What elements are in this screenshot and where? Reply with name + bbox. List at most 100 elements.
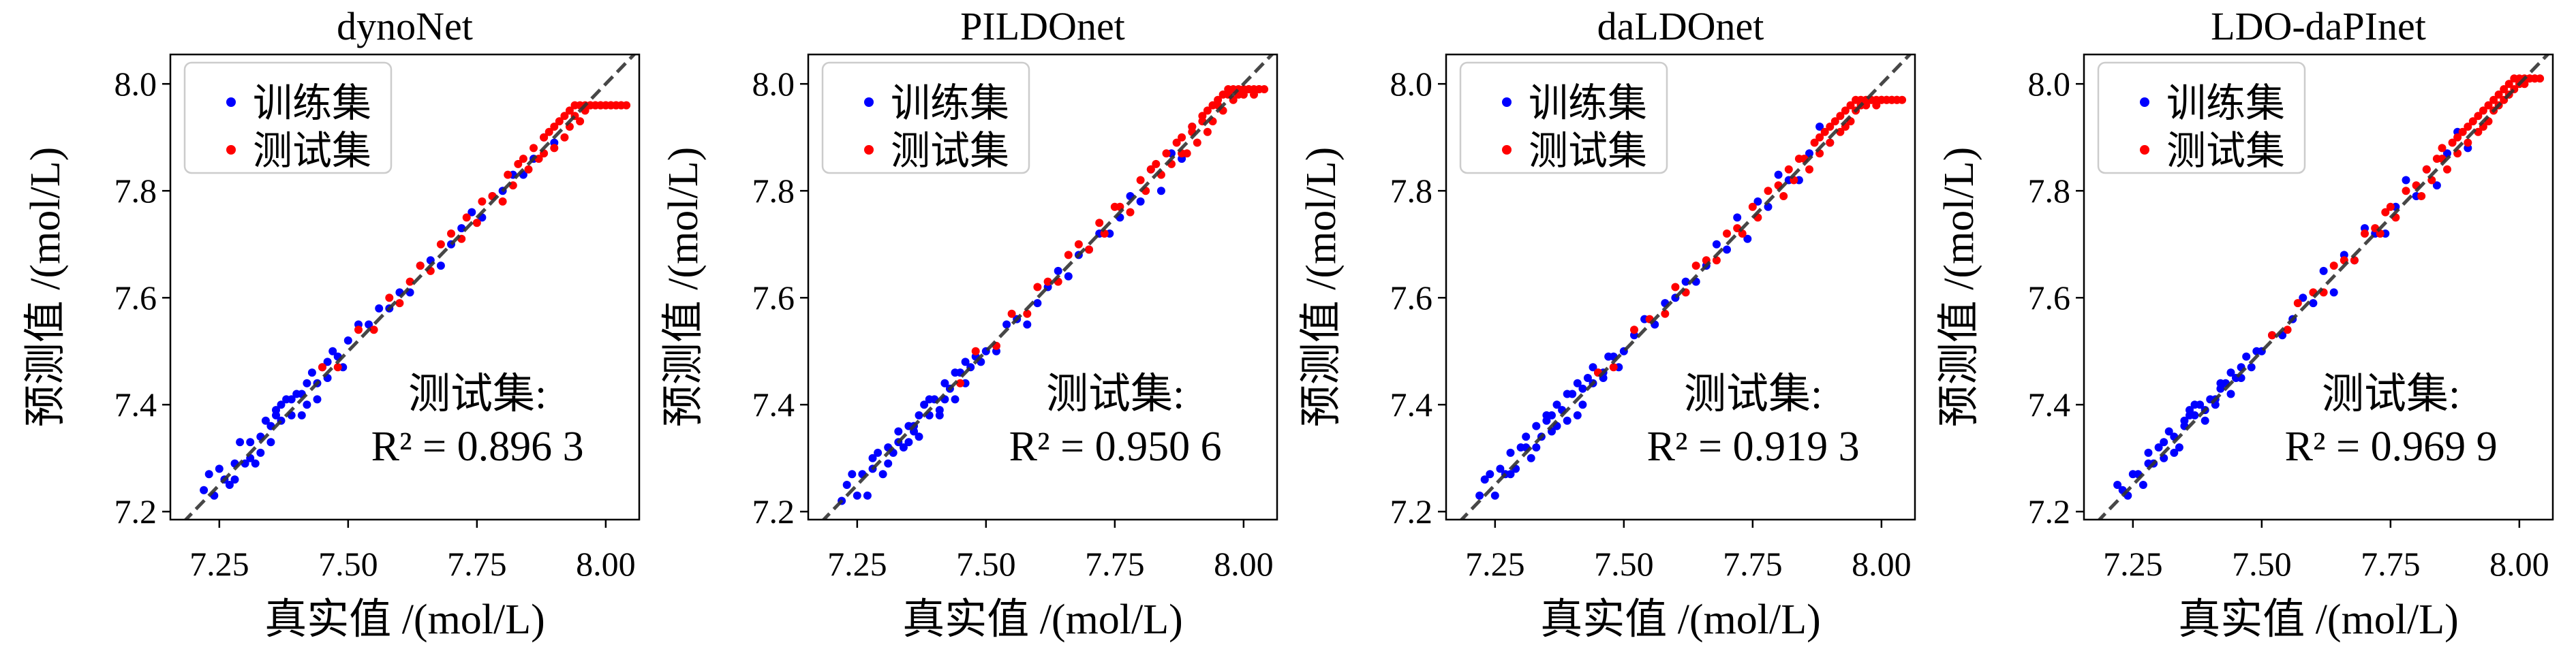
train-point [842, 481, 851, 489]
test-point [1862, 101, 1871, 110]
train-point [1532, 422, 1541, 430]
test-point [1810, 138, 1819, 147]
test-point [550, 123, 559, 131]
train-point [961, 358, 970, 366]
y-tick-label: 7.4 [2028, 385, 2071, 424]
train-point [2201, 416, 2209, 425]
test-point [1095, 219, 1104, 227]
test-point [462, 213, 471, 222]
train-point [1743, 234, 1752, 243]
train-point [1506, 470, 1515, 479]
identity-line [821, 54, 1274, 520]
plot-area [183, 54, 637, 520]
legend-label: 训练集 [253, 81, 371, 125]
test-point [2268, 331, 2276, 340]
x-tick-label: 8.00 [1214, 545, 1274, 583]
test-point [2422, 165, 2431, 174]
test-point [2361, 229, 2369, 238]
y-tick-label: 7.8 [1390, 172, 1433, 210]
identity-line [2097, 54, 2550, 520]
train-point [2186, 411, 2194, 420]
test-point [1178, 133, 1186, 142]
test-point [498, 197, 507, 206]
test-point [447, 229, 455, 238]
test-point [622, 101, 631, 110]
test-point [530, 144, 538, 153]
test-point [2453, 133, 2462, 142]
test-point [472, 219, 481, 227]
test-point [436, 240, 445, 249]
train-point [246, 438, 255, 447]
train-point [2247, 363, 2256, 372]
subplot-1: dynoNet 7.25 7.50 7.75 8.00 7.2 7.4 7.6 7.8 8.0 真实… [22, 4, 641, 643]
r2-value: R² = 0.919 3 [1647, 424, 1860, 470]
train-point [2402, 176, 2410, 185]
train-point [328, 347, 337, 355]
train-point [1681, 277, 1690, 286]
chart-title: PILDOnet [960, 4, 1125, 48]
train-point [925, 395, 934, 404]
test-point [1172, 138, 1181, 147]
train-point [1815, 123, 1824, 131]
train-point [1774, 170, 1783, 179]
train-point [1156, 187, 1165, 195]
test-point [1671, 283, 1680, 291]
test-point [514, 159, 523, 168]
r2-value: R² = 0.969 9 [2285, 424, 2498, 470]
test-point [1074, 240, 1083, 249]
y-tick-label: 7.6 [752, 279, 795, 317]
legend-marker [1502, 97, 1512, 107]
test-point [971, 347, 980, 355]
legend-box [821, 61, 1030, 174]
train-point [307, 368, 316, 377]
x-tick-label: 7.50 [956, 545, 1016, 583]
legend-label: 训练集 [2166, 81, 2285, 125]
train-point [868, 454, 877, 462]
train-point [204, 470, 213, 479]
train-point [899, 443, 908, 452]
test-point [2536, 74, 2545, 83]
test-point [2417, 192, 2426, 200]
test-point [478, 197, 487, 206]
x-axis-label: 真实值 /(mol/L) [264, 597, 545, 643]
y-tick-label: 7.6 [114, 279, 157, 317]
test-point [1193, 138, 1201, 147]
train-point [1583, 374, 1592, 382]
train-point [1552, 400, 1561, 409]
train-point [853, 491, 861, 500]
r2-value: R² = 0.896 3 [371, 424, 584, 470]
x-tick-label: 7.25 [189, 545, 249, 583]
test-series [2268, 74, 2545, 340]
train-point [1496, 464, 1505, 473]
test-point [555, 117, 564, 126]
train-point [915, 432, 923, 441]
train-point [1573, 379, 1582, 387]
test-point [2443, 165, 2451, 174]
test-point [1826, 123, 1835, 131]
test-point [1836, 127, 1845, 136]
test-point [333, 363, 342, 372]
test-point [1779, 192, 1788, 200]
train-point [313, 395, 322, 404]
legend-box [2097, 61, 2306, 174]
train-point [1733, 213, 1742, 222]
legend-label: 训练集 [891, 81, 1009, 125]
train-point [920, 400, 929, 409]
r2-value: R² = 0.950 6 [1009, 424, 1222, 470]
test-point [2464, 138, 2472, 147]
subplot-3: daLDOnet 7.25 7.50 7.75 8.00 7.2 7.4 7.6 7.8 8.0 真… [1298, 4, 1916, 643]
train-point [904, 438, 913, 447]
test-point [369, 326, 378, 334]
legend-item-train: 训练集 [226, 81, 371, 125]
train-point [2138, 481, 2147, 489]
train-point [266, 438, 275, 447]
legend-label: 测试集 [1529, 129, 1647, 173]
train-point [1712, 240, 1721, 249]
train-point [1064, 272, 1073, 281]
x-tick-label: 8.00 [2489, 545, 2549, 583]
y-tick-label: 7.2 [1390, 492, 1433, 531]
train-point [1506, 448, 1515, 457]
train-series [1475, 123, 1835, 500]
y-axis-label: 预测值 /(mol/L) [660, 147, 707, 428]
